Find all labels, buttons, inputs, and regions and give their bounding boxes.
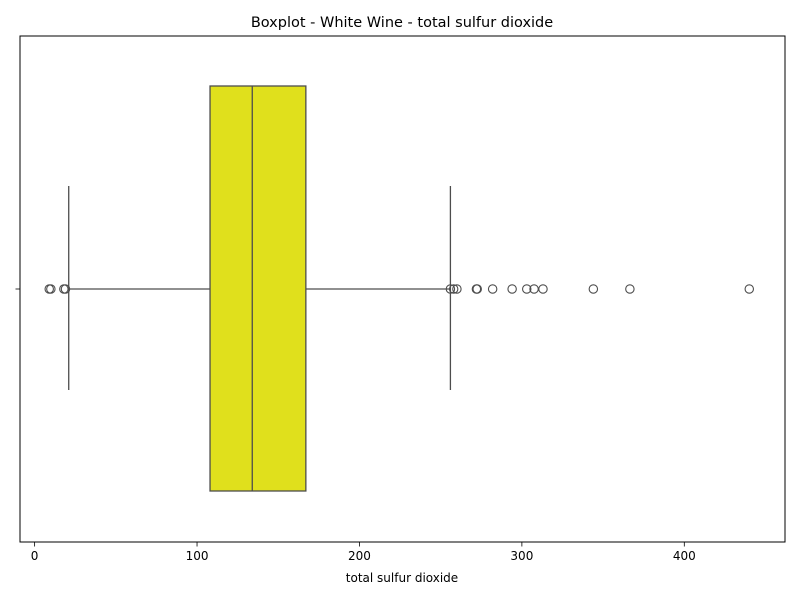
outlier-point bbox=[472, 284, 482, 294]
outlier-point bbox=[744, 284, 755, 294]
x-axis-ticks: 0 100 200 300 400 bbox=[31, 542, 696, 563]
chart-title: Boxplot - White Wine - total sulfur diox… bbox=[251, 15, 553, 31]
outlier-point bbox=[625, 284, 635, 294]
outlier-point bbox=[538, 284, 548, 294]
x-tick-label: 400 bbox=[673, 549, 696, 563]
whiskers bbox=[68, 186, 452, 390]
outlier-point bbox=[448, 284, 459, 294]
outlier-point bbox=[507, 284, 517, 294]
x-tick-label: 100 bbox=[186, 549, 209, 563]
box-iqr bbox=[209, 85, 307, 492]
outlier-point bbox=[522, 284, 532, 294]
outlier-point bbox=[445, 284, 456, 294]
box bbox=[209, 85, 307, 492]
outlier-point bbox=[588, 284, 599, 294]
x-axis-label: total sulfur dioxide bbox=[346, 571, 458, 585]
outlier-point bbox=[452, 284, 462, 294]
outlier-point bbox=[60, 284, 71, 294]
outlier-points bbox=[44, 284, 755, 294]
outlier-point bbox=[487, 284, 498, 294]
x-tick-label: 300 bbox=[510, 549, 533, 563]
outlier-point bbox=[46, 284, 56, 294]
x-tick-label: 0 bbox=[31, 549, 39, 563]
x-tick-label: 200 bbox=[348, 549, 371, 563]
